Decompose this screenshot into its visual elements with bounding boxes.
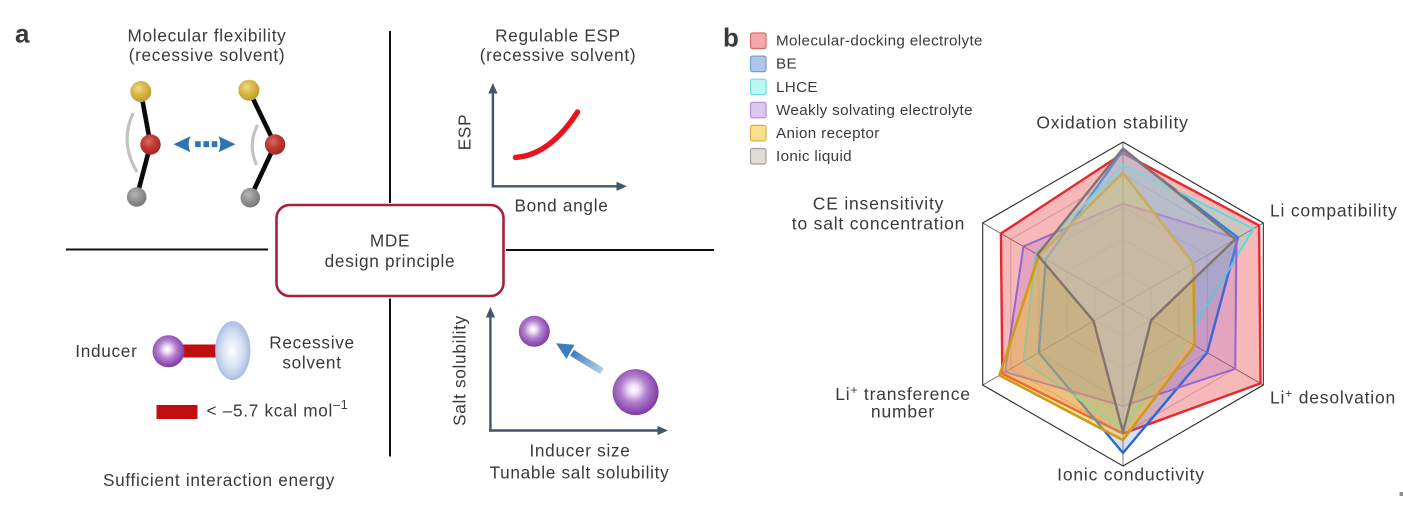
svg-text:design principle: design principle xyxy=(325,251,456,271)
svg-text:Li compatibility: Li compatibility xyxy=(1270,201,1398,221)
svg-text:Li+ desolvation: Li+ desolvation xyxy=(1270,387,1396,408)
svg-text:to salt concentration: to salt concentration xyxy=(792,214,965,234)
svg-text:Bond angle: Bond angle xyxy=(515,196,609,216)
svg-text:number: number xyxy=(871,402,935,422)
svg-text:b: b xyxy=(723,23,739,53)
svg-text:Li+ transference: Li+ transference xyxy=(835,383,971,404)
svg-text:Regulable ESP: Regulable ESP xyxy=(495,26,621,46)
svg-text:Weakly solvating electrolyte: Weakly solvating electrolyte xyxy=(776,102,973,119)
svg-text:Tunable salt solubility: Tunable salt solubility xyxy=(490,463,670,483)
svg-text:CE insensitivity: CE insensitivity xyxy=(813,194,944,214)
svg-text:Molecular-docking electrolyte: Molecular-docking electrolyte xyxy=(776,33,983,50)
svg-text:LHCE: LHCE xyxy=(776,79,818,96)
svg-text:< –5.7 kcal mol–1: < –5.7 kcal mol–1 xyxy=(207,398,349,421)
svg-text:Anion receptor: Anion receptor xyxy=(776,125,880,142)
svg-text:ESP: ESP xyxy=(455,114,475,151)
svg-text:Inducer size: Inducer size xyxy=(529,441,630,461)
svg-text:Oxidation stability: Oxidation stability xyxy=(1036,113,1188,133)
svg-text:Ionic conductivity: Ionic conductivity xyxy=(1057,465,1205,485)
svg-text:Sufficient interaction energy: Sufficient interaction energy xyxy=(103,470,335,490)
svg-text:solvent: solvent xyxy=(282,353,341,373)
svg-text:MDE: MDE xyxy=(370,231,410,251)
svg-text:Recessive: Recessive xyxy=(269,333,355,353)
svg-text:Molecular flexibility: Molecular flexibility xyxy=(128,26,287,46)
svg-text:(recessive solvent): (recessive solvent) xyxy=(480,45,637,65)
svg-text:BE: BE xyxy=(776,56,797,73)
svg-text:a: a xyxy=(15,19,30,49)
svg-text:(recessive solvent): (recessive solvent) xyxy=(129,45,286,65)
svg-text:Salt solubility: Salt solubility xyxy=(450,315,470,426)
svg-text:Inducer: Inducer xyxy=(75,341,137,361)
svg-text:Ionic liquid: Ionic liquid xyxy=(776,148,852,165)
